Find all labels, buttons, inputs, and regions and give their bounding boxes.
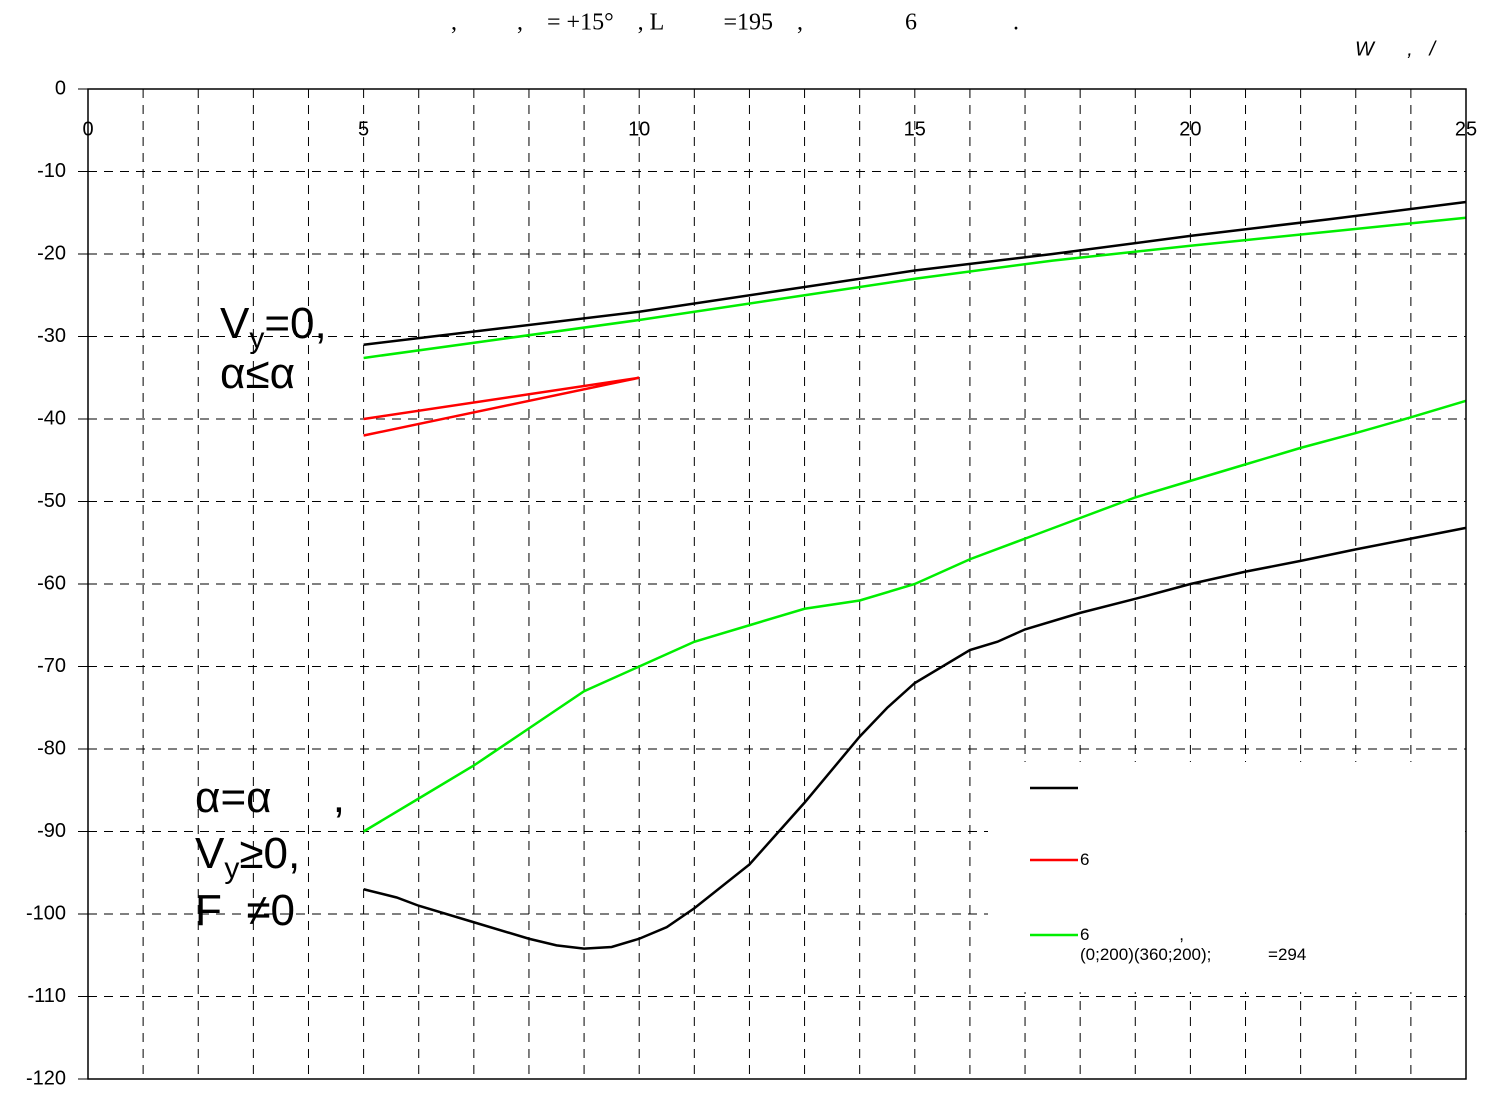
y-tick-label: -60 — [37, 572, 66, 594]
annotation-text: =0, — [264, 299, 326, 348]
annotation: α≤α — [220, 349, 295, 398]
series-line — [363, 200, 1467, 346]
annotation: α=α , — [195, 773, 345, 822]
x-tick-label: 10 — [628, 118, 650, 140]
y-tick-label: -10 — [37, 160, 66, 182]
legend-box — [988, 762, 1465, 992]
annotation-text: V — [195, 829, 225, 878]
y-tick-label: -30 — [37, 325, 66, 347]
y-tick-label: -80 — [37, 737, 66, 759]
annotation-subscript: y — [224, 852, 239, 885]
annotation-subscript: y — [249, 322, 264, 355]
x-tick-label: 25 — [1455, 118, 1477, 140]
y-tick-label: -70 — [37, 655, 66, 677]
annotation: Vy≥0, — [195, 829, 300, 885]
y-tick-label: -90 — [37, 820, 66, 842]
y-tick-label: -20 — [37, 242, 66, 264]
annotation-text: F ≠0 — [195, 886, 295, 935]
annotation: F ≠0 — [195, 886, 295, 935]
plot-lines — [362, 200, 1467, 950]
x-tick-label: 15 — [904, 118, 926, 140]
series-line — [363, 216, 1467, 360]
legend-label: 6 — [1080, 850, 1090, 869]
annotation-text: V — [220, 299, 250, 348]
y-tick-label: -100 — [26, 902, 66, 924]
y-tick-label: 0 — [55, 77, 66, 99]
x-tick-label: 0 — [82, 118, 93, 140]
y-tick-label: -40 — [37, 407, 66, 429]
annotation-text: ≥0, — [239, 829, 300, 878]
annotation-text: α=α , — [195, 773, 345, 822]
series-line — [363, 526, 1467, 950]
annotation: Vy=0, — [220, 299, 327, 355]
series-line — [363, 376, 640, 437]
series-line — [362, 399, 1467, 833]
chart-title: , , = +15° , L =195 , 6 . — [451, 10, 1019, 36]
y-tick-label: -110 — [27, 985, 66, 1007]
legend-label: 6 , (0;200)(360;200); =294 — [1080, 925, 1307, 964]
x-tick-label: 5 — [358, 118, 369, 140]
y-tick-label: -120 — [26, 1067, 66, 1089]
annotation-text: α≤α — [220, 349, 295, 398]
x-axis-label: W , / — [1355, 38, 1437, 60]
y-tick-label: -50 — [37, 490, 66, 512]
x-tick-label: 20 — [1179, 118, 1201, 140]
